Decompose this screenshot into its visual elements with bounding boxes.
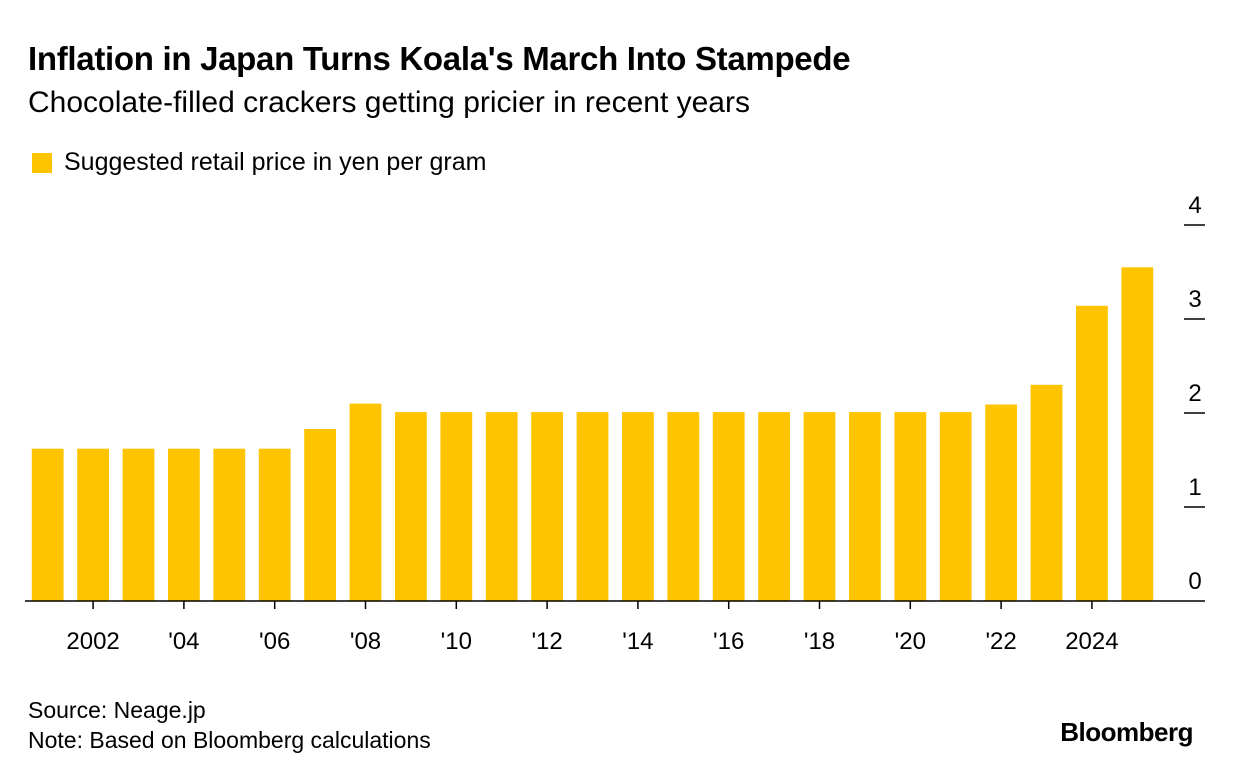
x-tick-label: '04: [168, 628, 199, 655]
bar-2013: [576, 412, 609, 601]
legend: Suggested retail price in yen per gram: [32, 148, 486, 177]
x-tick-label: '06: [259, 628, 290, 655]
x-tick-label: '20: [895, 628, 926, 655]
bar-2008: [349, 403, 382, 601]
bar-2025: [1121, 267, 1154, 601]
chart-subtitle: Chocolate-filled crackers getting pricie…: [28, 86, 750, 119]
x-tick-label: 2024: [1065, 628, 1118, 655]
bar-2021: [939, 412, 972, 601]
bar-2001: [31, 448, 64, 601]
chart-title: Inflation in Japan Turns Koala's March I…: [28, 40, 851, 77]
bar-2005: [213, 448, 246, 601]
legend-label: Suggested retail price in yen per gram: [64, 148, 487, 176]
y-tick-label: 1: [1188, 474, 1201, 501]
x-tick-label: '22: [985, 628, 1016, 655]
bar-2011: [485, 412, 518, 601]
bar-2009: [395, 412, 427, 601]
legend-swatch: [32, 152, 52, 173]
y-tick-label: 3: [1188, 286, 1201, 313]
bar-2002: [77, 448, 109, 601]
bar-2018: [803, 412, 836, 601]
bar-2016: [712, 412, 745, 601]
bar-2010: [440, 412, 473, 601]
bar-2014: [622, 412, 654, 601]
bar-2007: [304, 429, 336, 601]
footnote: Note: Based on Bloomberg calculations: [28, 727, 431, 753]
x-tick-label: '16: [713, 628, 744, 655]
bloomberg-logo: Bloomberg: [1060, 717, 1193, 747]
x-tick-label: '08: [350, 628, 381, 655]
x-tick-label: 2002: [66, 628, 119, 655]
bar-2003: [122, 448, 155, 601]
bar-2004: [168, 448, 200, 601]
bar-2023: [1030, 384, 1063, 601]
source-note: Source: Neage.jp: [28, 697, 206, 723]
bar-2017: [758, 412, 790, 601]
bar-2024: [1076, 305, 1108, 601]
x-tick-label: '14: [622, 628, 653, 655]
y-tick-label: 2: [1188, 380, 1201, 407]
bar-2012: [531, 412, 563, 601]
bar-2020: [894, 412, 927, 601]
x-tick-label: '18: [804, 628, 835, 655]
bar-2022: [985, 404, 1017, 601]
x-tick-label: '12: [531, 628, 562, 655]
x-tick-label: '10: [441, 628, 472, 655]
y-tick-label: 0: [1188, 568, 1201, 595]
y-tick-label: 4: [1188, 192, 1201, 219]
bar-2006: [258, 448, 291, 601]
bar-2015: [667, 412, 700, 601]
bar-2019: [849, 412, 881, 601]
